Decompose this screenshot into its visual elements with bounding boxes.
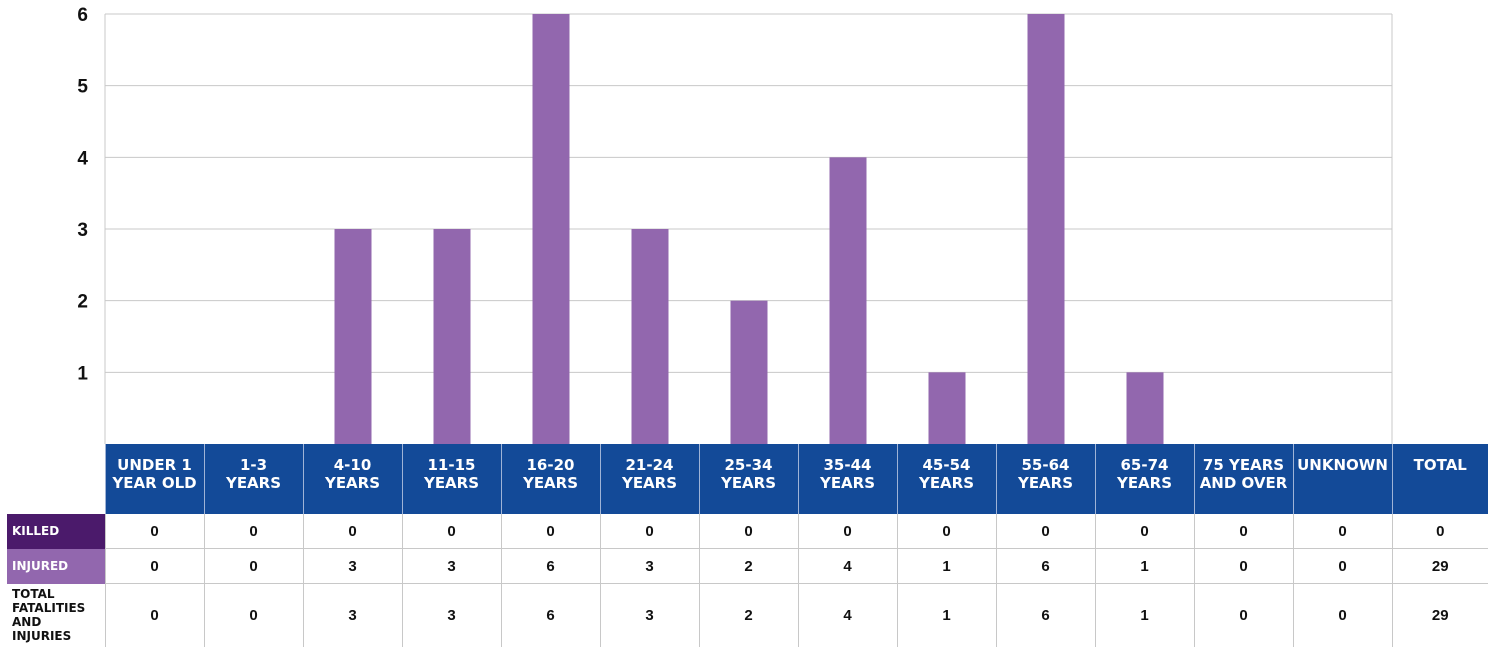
bar-45-54-years bbox=[928, 372, 966, 444]
table-row: INJURED 0 0 3 3 6 3 2 4 1 6 1 0 0 29 bbox=[7, 548, 1488, 584]
bar-21-24-years bbox=[631, 229, 669, 444]
column-header: 1-3 YEARS bbox=[203, 444, 303, 514]
table-corner bbox=[7, 444, 105, 514]
column-header: TOTAL bbox=[1391, 444, 1488, 514]
y-tick-label: 3 bbox=[77, 220, 88, 241]
table-cell: 0 bbox=[500, 514, 600, 549]
column-header: 4-10 YEARS bbox=[302, 444, 402, 514]
table-cell: 0 bbox=[1292, 514, 1392, 549]
table-cell: 29 bbox=[1391, 583, 1488, 647]
table-cell: 1 bbox=[896, 583, 996, 647]
table-cell: 6 bbox=[500, 583, 600, 647]
column-header: 16-20 YEARS bbox=[500, 444, 600, 514]
table-cell: 0 bbox=[302, 514, 402, 549]
table-cell: 3 bbox=[401, 548, 501, 584]
table-cell: 29 bbox=[1391, 548, 1488, 584]
column-header: 45-54 YEARS bbox=[896, 444, 996, 514]
table-cell: 0 bbox=[1292, 548, 1392, 584]
table-cell: 0 bbox=[1193, 514, 1293, 549]
table-cell: 6 bbox=[995, 583, 1095, 647]
table-cell: 3 bbox=[599, 548, 699, 584]
table-row: TOTAL FATALITIES AND INJURIES 0 0 3 3 6 3 2 4 1 6 1 0 0… bbox=[7, 583, 1488, 647]
table-cell: 4 bbox=[797, 548, 897, 584]
table-cell: 0 bbox=[203, 514, 303, 549]
table-cell: 3 bbox=[599, 583, 699, 647]
table-cell: 3 bbox=[401, 583, 501, 647]
table-cell: 0 bbox=[104, 514, 204, 549]
table-cell: 0 bbox=[797, 514, 897, 549]
table-cell: 0 bbox=[698, 514, 798, 549]
table-cell: 0 bbox=[203, 548, 303, 584]
y-tick-label: 6 bbox=[77, 5, 88, 26]
column-header: 55-64 YEARS bbox=[995, 444, 1095, 514]
column-header: 25-34 YEARS bbox=[698, 444, 798, 514]
table-cell: 0 bbox=[203, 583, 303, 647]
table-cell: 0 bbox=[1094, 514, 1194, 549]
table-cell: 0 bbox=[599, 514, 699, 549]
bar-25-34-years bbox=[730, 300, 768, 444]
y-tick-label: 5 bbox=[77, 77, 88, 98]
table-cell: 0 bbox=[1193, 583, 1293, 647]
table-cell: 0 bbox=[1193, 548, 1293, 584]
row-label: KILLED bbox=[7, 514, 105, 549]
data-table: UNDER 1 YEAR OLD 1-3 YEARS 4-10 YEARS 11-15 YEA… bbox=[7, 444, 1488, 647]
table-cell: 1 bbox=[1094, 583, 1194, 647]
y-tick-label: 2 bbox=[77, 292, 88, 313]
table-cell: 0 bbox=[401, 514, 501, 549]
table-cell: 2 bbox=[698, 548, 798, 584]
table-cell: 0 bbox=[995, 514, 1095, 549]
bar-65-74-years bbox=[1126, 372, 1164, 444]
bars bbox=[334, 14, 1164, 445]
table-body: KILLED 0 0 0 0 0 0 0 0 0 0 0 0 0 0 INJURED 0 0 3 3 6 3 2 4 1 6 1 0 0… bbox=[7, 514, 1488, 647]
y-tick-label: 1 bbox=[77, 363, 88, 384]
table-cell: 1 bbox=[896, 548, 996, 584]
column-header: 75 YEARS AND OVER bbox=[1193, 444, 1293, 514]
y-axis: 1 2 3 4 5 6 bbox=[77, 5, 88, 384]
column-header: 35-44 YEARS bbox=[797, 444, 897, 514]
table-cell: 3 bbox=[302, 583, 402, 647]
table-cell: 2 bbox=[698, 583, 798, 647]
table-cell: 3 bbox=[302, 548, 402, 584]
table-cell: 0 bbox=[1292, 583, 1392, 647]
table-cell: 6 bbox=[995, 548, 1095, 584]
table-row: KILLED 0 0 0 0 0 0 0 0 0 0 0 0 0 0 bbox=[7, 514, 1488, 549]
y-tick-label: 4 bbox=[77, 148, 88, 169]
table-cell: 0 bbox=[896, 514, 996, 549]
bar-11-15-years bbox=[433, 229, 471, 444]
row-label: TOTAL FATALITIES AND INJURIES bbox=[7, 583, 105, 647]
bar-35-44-years bbox=[829, 157, 867, 445]
table-header-row: UNDER 1 YEAR OLD 1-3 YEARS 4-10 YEARS 11-15 YEA… bbox=[7, 444, 1488, 514]
bar-16-20-years bbox=[532, 14, 570, 444]
column-header: UNKNOWN bbox=[1292, 444, 1392, 514]
column-header: 11-15 YEARS bbox=[401, 444, 501, 514]
row-label: INJURED bbox=[7, 548, 105, 584]
column-header: UNDER 1 YEAR OLD bbox=[104, 444, 204, 514]
table-cell: 4 bbox=[797, 583, 897, 647]
table-cell: 1 bbox=[1094, 548, 1194, 584]
table-cell: 0 bbox=[1391, 514, 1488, 549]
column-header: 65-74 YEARS bbox=[1094, 444, 1194, 514]
table-cell: 0 bbox=[104, 583, 204, 647]
table-cell: 0 bbox=[104, 548, 204, 584]
bar-55-64-years bbox=[1027, 14, 1065, 444]
table-cell: 6 bbox=[500, 548, 600, 584]
bar-4-10-years bbox=[334, 229, 372, 444]
bar-chart: 1 2 3 4 5 6 bbox=[77, 5, 1393, 445]
column-header: 21-24 YEARS bbox=[599, 444, 699, 514]
